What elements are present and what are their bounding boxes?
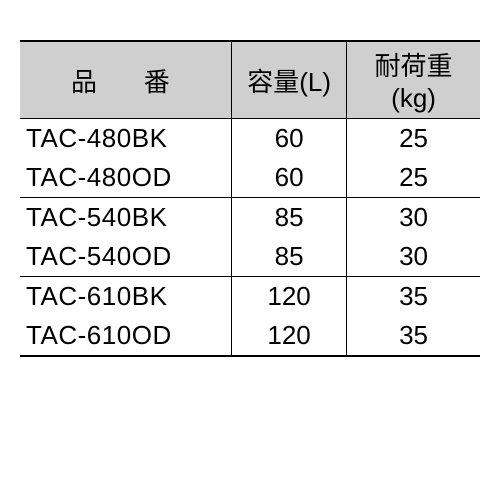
cell-load: 25 [347, 119, 480, 159]
col-header-partno: 品 番 [20, 41, 232, 119]
table-row: TAC-610BK 120 35 [20, 277, 480, 317]
table-row: TAC-540BK 85 30 [20, 198, 480, 238]
cell-capacity: 85 [232, 198, 347, 238]
cell-partno: TAC-540BK [20, 198, 232, 238]
spec-table-container: 品 番 容量(L) 耐荷重(kg) TAC-480BK 60 25 TAC-48… [0, 0, 500, 357]
cell-load: 35 [347, 316, 480, 356]
spec-table: 品 番 容量(L) 耐荷重(kg) TAC-480BK 60 25 TAC-48… [20, 40, 480, 357]
cell-partno: TAC-540OD [20, 237, 232, 277]
table-row: TAC-610OD 120 35 [20, 316, 480, 356]
col-header-capacity: 容量(L) [232, 41, 347, 119]
cell-partno: TAC-480BK [20, 119, 232, 159]
cell-capacity: 60 [232, 158, 347, 198]
table-row: TAC-480OD 60 25 [20, 158, 480, 198]
table-header-row: 品 番 容量(L) 耐荷重(kg) [20, 41, 480, 119]
col-header-load: 耐荷重(kg) [347, 41, 480, 119]
cell-load: 25 [347, 158, 480, 198]
cell-capacity: 120 [232, 316, 347, 356]
cell-capacity: 85 [232, 237, 347, 277]
cell-load: 30 [347, 198, 480, 238]
cell-partno: TAC-480OD [20, 158, 232, 198]
cell-capacity: 120 [232, 277, 347, 317]
cell-load: 35 [347, 277, 480, 317]
table-row: TAC-540OD 85 30 [20, 237, 480, 277]
cell-partno: TAC-610OD [20, 316, 232, 356]
cell-load: 30 [347, 237, 480, 277]
table-row: TAC-480BK 60 25 [20, 119, 480, 159]
cell-partno: TAC-610BK [20, 277, 232, 317]
cell-capacity: 60 [232, 119, 347, 159]
